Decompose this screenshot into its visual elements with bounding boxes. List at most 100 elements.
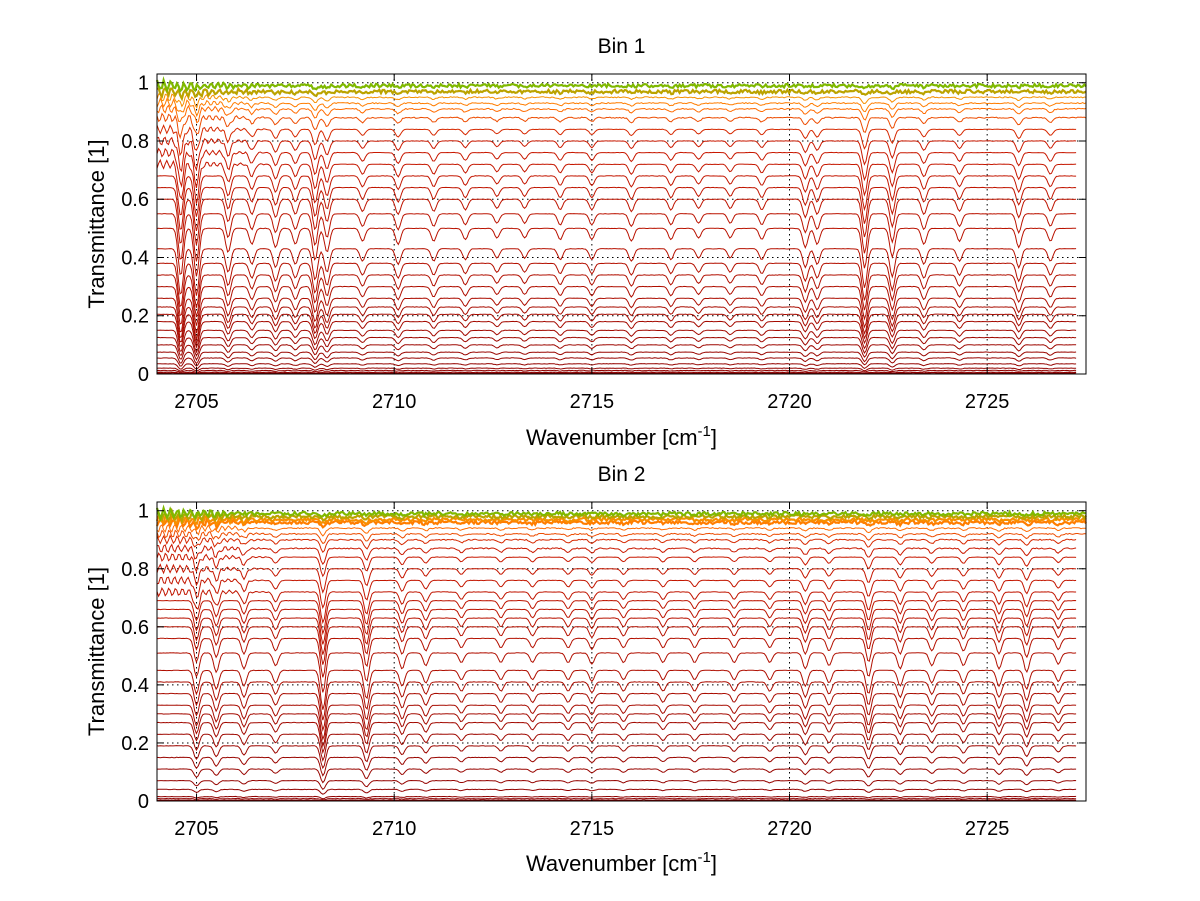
bin1-series-7 (156, 351, 1077, 365)
bin2-series-15 (156, 669, 1077, 710)
bin1-chart: Bin 1 2705 2710 2715 2720 2725 0 0.2 0.4 0.6 0.8 1 W… (84, 35, 1087, 450)
bin1-series-18 (156, 247, 1077, 296)
bin2-series-8 (156, 745, 1077, 770)
bin1-series-8 (156, 344, 1077, 361)
bin1-xtick-label: 2710 (372, 391, 417, 413)
bin1-series-24 (156, 158, 1077, 204)
bin2-xlabel-end: ] (711, 851, 717, 876)
bin2-ytick-label: 0.4 (121, 675, 149, 697)
bin2-xlabel-main: Wavenumber [cm (526, 851, 698, 876)
bin1-series-22 (156, 186, 1077, 232)
bin1-series-14 (156, 297, 1077, 334)
bin2-series-11 (157, 713, 1077, 749)
bin2-title: Bin 2 (598, 463, 646, 486)
bin2-series-28 (156, 529, 1087, 545)
bin2-series-1 (156, 799, 1077, 802)
bin2-ytick-label: 1 (138, 501, 149, 523)
bin1-xtick-label: 2715 (570, 391, 615, 413)
bin1-series-33 (155, 76, 1087, 94)
bin2-series-29 (156, 523, 1086, 537)
bin2-series-33 (155, 504, 1086, 523)
bin2-series-24 (156, 563, 1077, 594)
bin1-series-2 (156, 371, 1077, 374)
bin1-ylabel: Transmittance [1] (84, 139, 109, 308)
bin2-series-21 (156, 599, 1077, 636)
bin1-series-group (155, 76, 1087, 375)
bin2-series-18 (156, 626, 1077, 665)
bin2-series-25 (156, 552, 1077, 578)
bin2-series-23 (156, 575, 1077, 610)
bin2-axes-box (156, 501, 1087, 802)
bin2-series-17 (157, 637, 1077, 678)
bin2-series-14 (156, 681, 1077, 721)
bin2-series-13 (156, 692, 1077, 732)
bin1-series-25 (156, 147, 1077, 189)
bin1-series-29 (156, 104, 1087, 124)
bin1-series-31 (156, 93, 1086, 109)
bin1-xtick-label: 2725 (965, 391, 1010, 413)
bin1-series-21 (156, 198, 1077, 246)
bin1-xlabel: Wavenumber [cm-1] (526, 423, 717, 450)
bin1-series-11 (157, 320, 1077, 349)
bin1-xtick-label: 2720 (767, 391, 812, 413)
bin2-xtick-label: 2710 (372, 818, 417, 840)
bin2-series-9 (156, 733, 1077, 762)
bin2-series-22 (156, 586, 1077, 625)
bin2-ytick-label: 0.8 (121, 559, 149, 581)
bin1-series-28 (156, 112, 1087, 140)
bin1-series-16 (156, 274, 1077, 318)
bin2-xlabel-exponent: -1 (698, 849, 711, 866)
bin2-series-26 (157, 543, 1077, 566)
bin2-ytick-label: 0 (138, 791, 149, 813)
bin2-xlabel: Wavenumber [cm-1] (526, 849, 717, 876)
bin1-xlabel-main: Wavenumber [cm (526, 425, 698, 450)
bin2-series-20 (156, 608, 1077, 645)
bin1-series-5 (157, 363, 1077, 370)
bin1-series-12 (157, 313, 1077, 346)
bin1-series-10 (157, 329, 1077, 354)
bin1-xlabel-exponent: -1 (698, 423, 711, 440)
bin2-xtick-label: 2720 (767, 818, 812, 840)
bin1-ytick-label: 0.2 (121, 306, 149, 328)
bin2-series-group (155, 504, 1087, 802)
bin1-series-6 (156, 357, 1077, 367)
bin1-series-30 (156, 97, 1087, 118)
bin1-series-13 (156, 306, 1077, 341)
bin1-series-23 (157, 175, 1077, 217)
bin2-series-16 (156, 652, 1077, 693)
bin1-series-17 (157, 262, 1077, 308)
bin2-series-19 (156, 617, 1077, 655)
bin1-series-4 (156, 367, 1077, 372)
bin1-ytick-label: 0 (138, 364, 149, 386)
bin1-xlabel-end: ] (711, 425, 717, 450)
bin2-xtick-label: 2725 (965, 818, 1010, 840)
bin1-ytick-label: 1 (138, 73, 149, 95)
bin2-ytick-label: 0.2 (121, 733, 149, 755)
bin1-ytick-label: 0.6 (121, 189, 149, 211)
bin1-series-3 (156, 369, 1077, 373)
bin2-ytick-label: 0.6 (121, 617, 149, 639)
bin1-title: Bin 1 (598, 35, 646, 58)
bin2-series-6 (157, 768, 1077, 784)
bin2-series-5 (157, 779, 1077, 791)
bin1-series-15 (156, 285, 1077, 326)
bin2-series-12 (157, 704, 1077, 742)
bin2-series-3 (156, 795, 1077, 800)
bin1-series-1 (156, 372, 1077, 375)
bin1-xtick-label: 2705 (174, 391, 219, 413)
bin2-series-2 (156, 797, 1077, 801)
bin2-series-4 (156, 788, 1077, 795)
bin1-ytick-label: 0.8 (121, 131, 149, 153)
bin2-series-7 (156, 756, 1077, 777)
bin2-series-10 (156, 721, 1077, 755)
bin1-ytick-label: 0.4 (121, 247, 149, 269)
bin1-series-26 (156, 136, 1077, 173)
bin1-series-19 (156, 227, 1077, 277)
bin1-series-27 (156, 124, 1077, 157)
bin2-xtick-label: 2715 (570, 818, 615, 840)
bin2-xtick-label: 2705 (174, 818, 219, 840)
bin1-axes-box (156, 73, 1087, 375)
bin1-series-20 (156, 213, 1077, 262)
